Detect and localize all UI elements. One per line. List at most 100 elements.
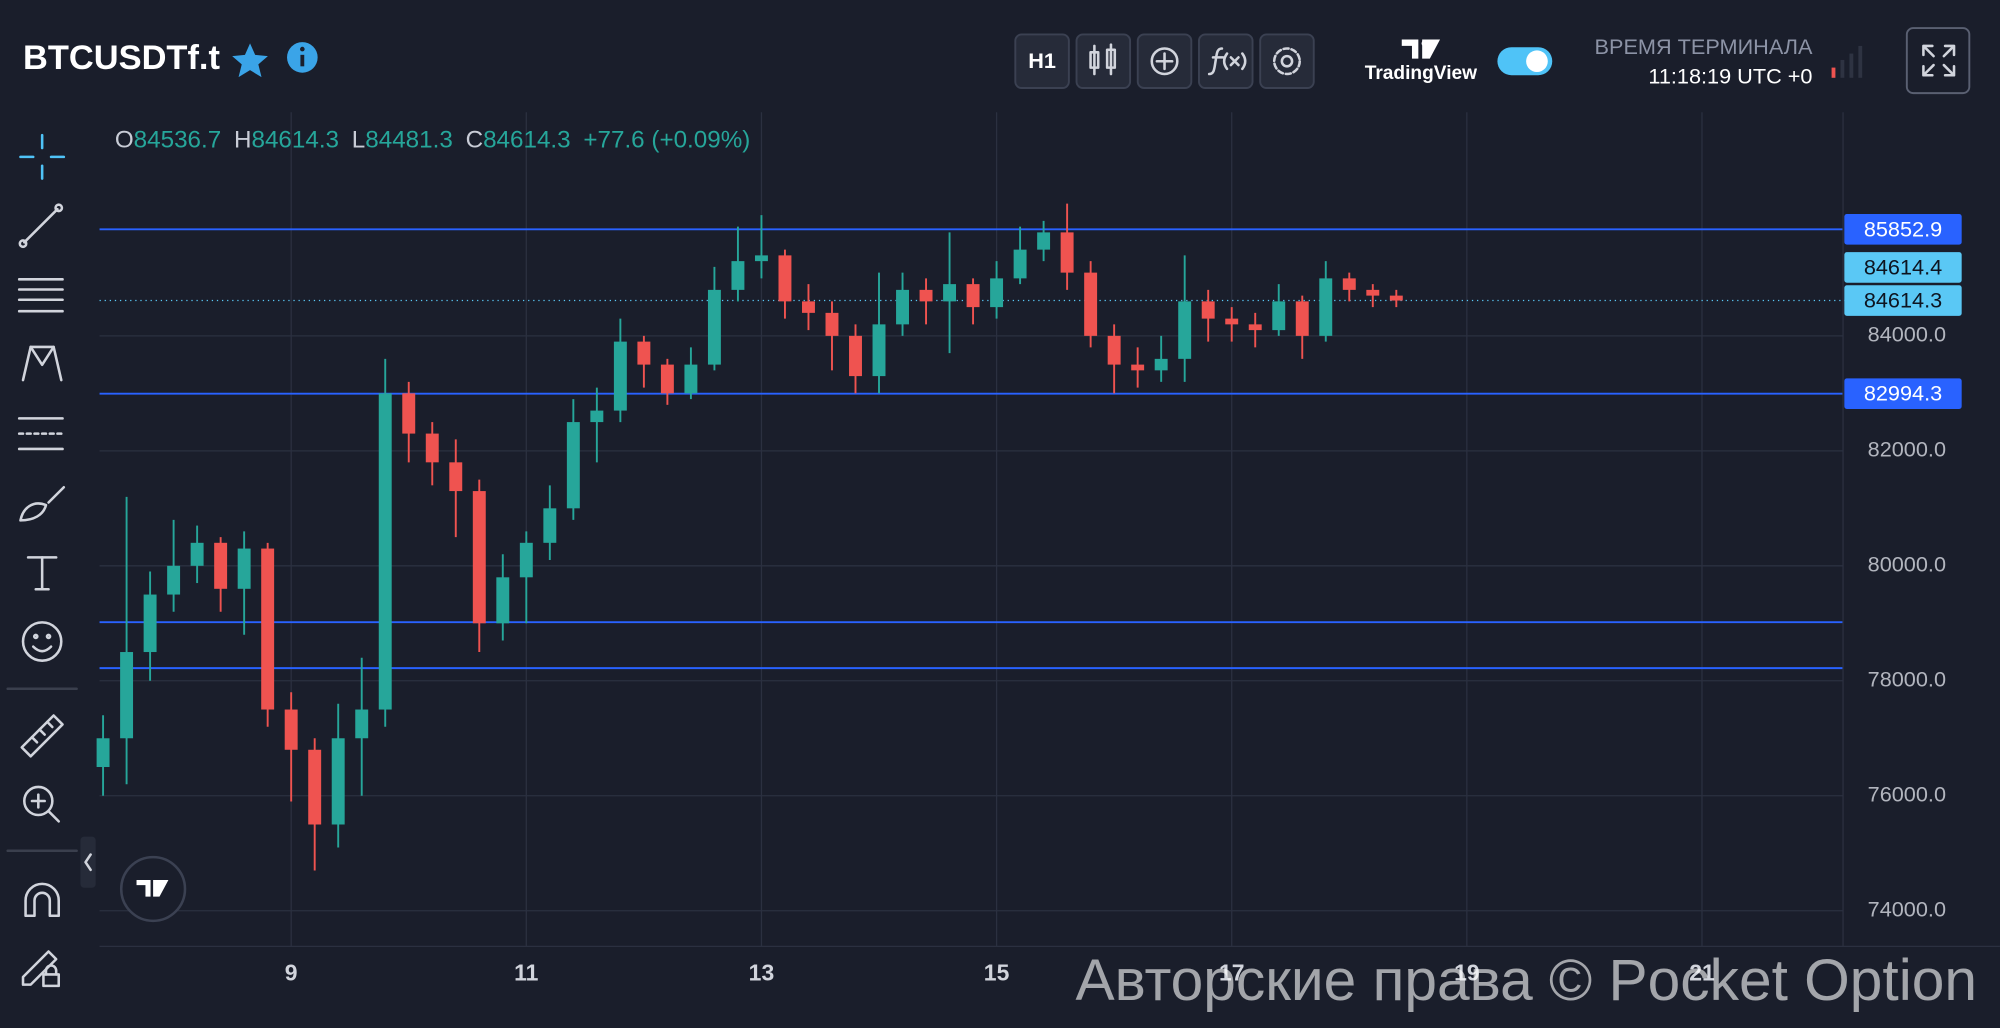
candle-body — [872, 324, 886, 377]
tv-badge-logo — [136, 880, 169, 897]
y-tick-label: 82000.0 — [1868, 437, 1946, 462]
candle-body — [1060, 232, 1074, 273]
candle-body — [1131, 364, 1145, 371]
candle-body — [355, 709, 369, 739]
brand: TradingView — [1365, 63, 1477, 84]
legend-value: 84614.3 — [251, 127, 339, 154]
fib-tool[interactable] — [17, 278, 64, 313]
candle-body — [754, 255, 768, 262]
candle-body — [825, 312, 839, 336]
legend-letter: L — [352, 127, 365, 154]
toggle-knob — [1526, 50, 1548, 73]
magnet-tool[interactable] — [24, 882, 61, 918]
tradingview-logo — [1401, 39, 1441, 59]
y-tick-label: 80000.0 — [1868, 552, 1946, 577]
favorite-star[interactable] — [232, 43, 268, 78]
symbol: BTCUSDTf.t — [23, 39, 220, 77]
x-tick-label: 9 — [285, 959, 298, 985]
x-tick-label: 19 — [1454, 959, 1480, 985]
interval-label: H1 — [1028, 48, 1056, 73]
clock: 11:18:19 UTC +0 — [1648, 64, 1812, 89]
indicators-button[interactable] — [1198, 33, 1254, 89]
candle-body — [896, 289, 909, 325]
candle-body — [1107, 335, 1121, 365]
settings-button[interactable] — [1259, 33, 1315, 89]
candle-body — [1389, 295, 1403, 301]
info-icon-dot — [300, 46, 305, 52]
x-tick-label: 17 — [1219, 959, 1245, 985]
candle-body — [96, 738, 110, 768]
candle-body — [919, 289, 933, 302]
legend-letter: C — [466, 127, 484, 154]
candle-body — [214, 542, 228, 589]
candle-body — [1295, 301, 1309, 336]
candle-body — [1342, 278, 1356, 290]
legend-value: 84481.3 — [365, 127, 453, 154]
text-tool[interactable] — [26, 556, 58, 591]
clock-title: ВРЕМЯ ТЕРМИНАЛА — [1595, 34, 1813, 59]
zoom-tool[interactable] — [23, 785, 61, 823]
candle-body — [261, 548, 275, 710]
candle-body — [637, 341, 651, 365]
line-tool[interactable] — [18, 203, 64, 249]
candle-body — [1225, 318, 1239, 325]
interval-button[interactable] — [1014, 33, 1070, 89]
price-tag-label: 85852.9 — [1864, 216, 1942, 241]
toolbar-collapse[interactable] — [80, 836, 96, 888]
watermark: Авторские права © Pocket Option — [1075, 948, 1977, 1013]
x-tick-label: 15 — [984, 959, 1010, 985]
candle-body — [778, 255, 792, 302]
price-tag-label: 82994.3 — [1864, 381, 1942, 406]
candles-icon — [1089, 43, 1117, 76]
candle-body — [1178, 301, 1192, 359]
candle-body — [519, 542, 533, 578]
candle-body — [284, 709, 298, 750]
candle-body — [308, 749, 322, 825]
candle-body — [237, 548, 251, 589]
x-tick-label: 13 — [749, 959, 775, 985]
fullscreen-button[interactable] — [1905, 27, 1971, 95]
candle-body — [943, 284, 957, 302]
legend-letter: H — [234, 127, 252, 154]
y-tick-label: 74000.0 — [1868, 896, 1946, 921]
y-tick-label: 76000.0 — [1868, 781, 1946, 806]
candle-body — [1272, 301, 1286, 331]
candle-body — [1366, 289, 1380, 296]
chart-type-button[interactable] — [1075, 33, 1132, 89]
crosshair-tool[interactable] — [19, 133, 66, 180]
x-tick-label: 21 — [1689, 959, 1715, 985]
price-tag — [1844, 378, 1962, 409]
price-tag — [1844, 252, 1962, 283]
pattern-tool[interactable] — [21, 345, 63, 382]
candle-body — [613, 341, 627, 411]
ruler-tool[interactable] — [20, 714, 64, 758]
candle-body — [660, 364, 674, 394]
candle-body — [990, 278, 1004, 308]
prediction-tool[interactable] — [17, 417, 64, 451]
candle-body — [1248, 324, 1262, 331]
fullscreen-icon — [1922, 44, 1956, 77]
candle-body — [1154, 358, 1168, 371]
candle-body — [331, 738, 345, 825]
candle-body — [684, 364, 698, 394]
legend-letter: O — [115, 127, 134, 154]
candle-body — [1013, 249, 1027, 279]
lock-tool[interactable] — [21, 950, 61, 988]
candle-body — [731, 261, 745, 290]
candle-body — [802, 301, 815, 313]
candle-body — [190, 542, 204, 566]
candle-body — [1084, 272, 1098, 336]
price-tag — [1844, 285, 1962, 316]
info-icon-glyph — [300, 54, 305, 67]
candle-body — [402, 393, 416, 434]
emoji-tool[interactable] — [21, 621, 63, 662]
ohlc-legend: O84536.7 H84614.3 L84481.3 C84614.3 +77.6 (+… — [115, 127, 751, 154]
candle-body — [543, 508, 557, 543]
brush-tool[interactable] — [19, 485, 66, 522]
candle-body — [449, 462, 463, 492]
candle-body — [167, 565, 181, 595]
collapse-arrow — [84, 853, 92, 872]
